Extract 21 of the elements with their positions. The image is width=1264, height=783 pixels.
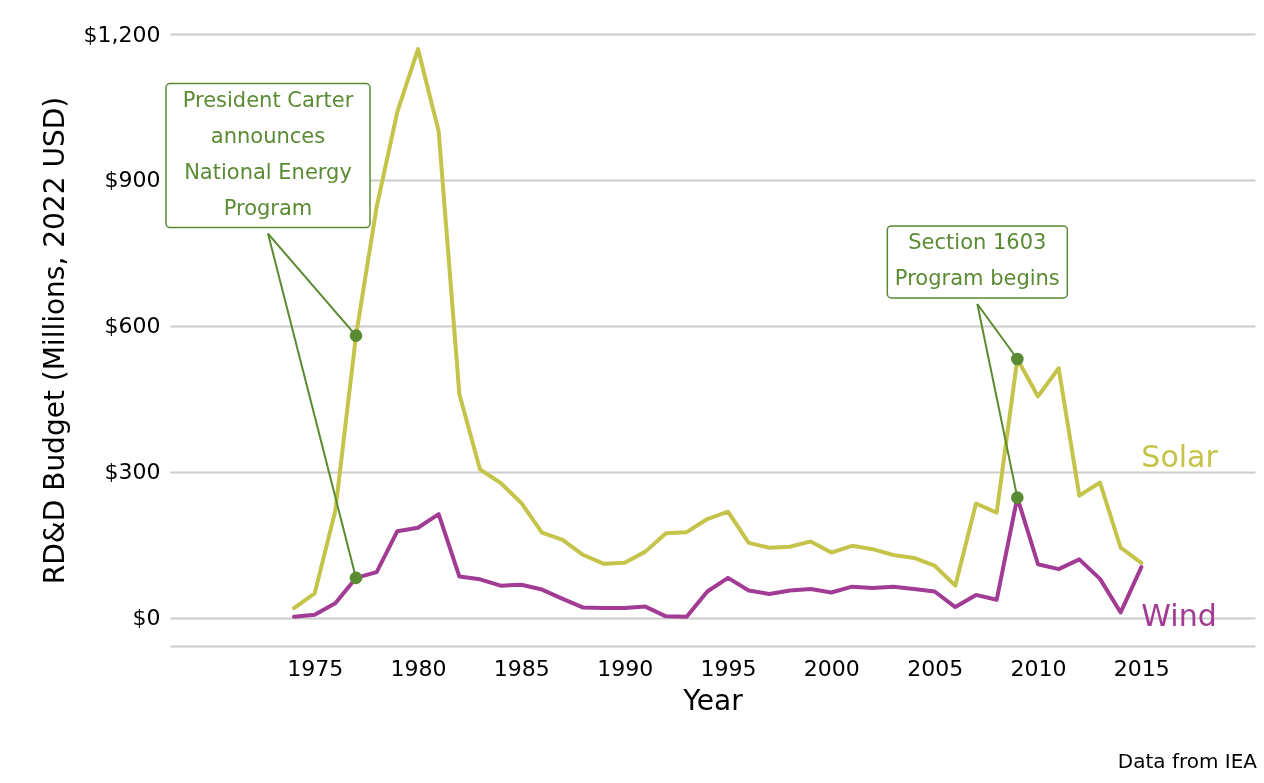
annotation: President Carter announces National Energy Program	[182, 87, 354, 220]
x-tick-label: 1990	[597, 655, 654, 681]
y-tick-label: $900	[104, 167, 161, 193]
x-axis-title: Year	[682, 683, 744, 717]
x-tick-label: 2000	[803, 655, 860, 681]
x-tick-label: 1995	[700, 655, 757, 681]
y-tick-label: $0	[132, 605, 161, 631]
x-tick-label: 1985	[493, 655, 550, 681]
x-tick-label: 2005	[907, 655, 964, 681]
annotation: Section 1603 Program begins	[894, 229, 1060, 290]
series-label: Solar	[1141, 438, 1219, 474]
text: Data from IEA	[1117, 749, 1258, 773]
y-axis-title: RD&D Budget (Millions, 2022 USD)	[37, 96, 71, 585]
x-tick-label: 2010	[1010, 655, 1067, 681]
x-tick-label: 1975	[287, 655, 344, 681]
x-tick-label: 2015	[1113, 655, 1170, 681]
y-tick-label: $600	[104, 313, 161, 339]
y-tick-label: $1,200	[83, 21, 161, 47]
y-tick-label: $300	[104, 459, 161, 485]
series-label: Wind	[1141, 598, 1217, 634]
x-tick-label: 1980	[390, 655, 447, 681]
